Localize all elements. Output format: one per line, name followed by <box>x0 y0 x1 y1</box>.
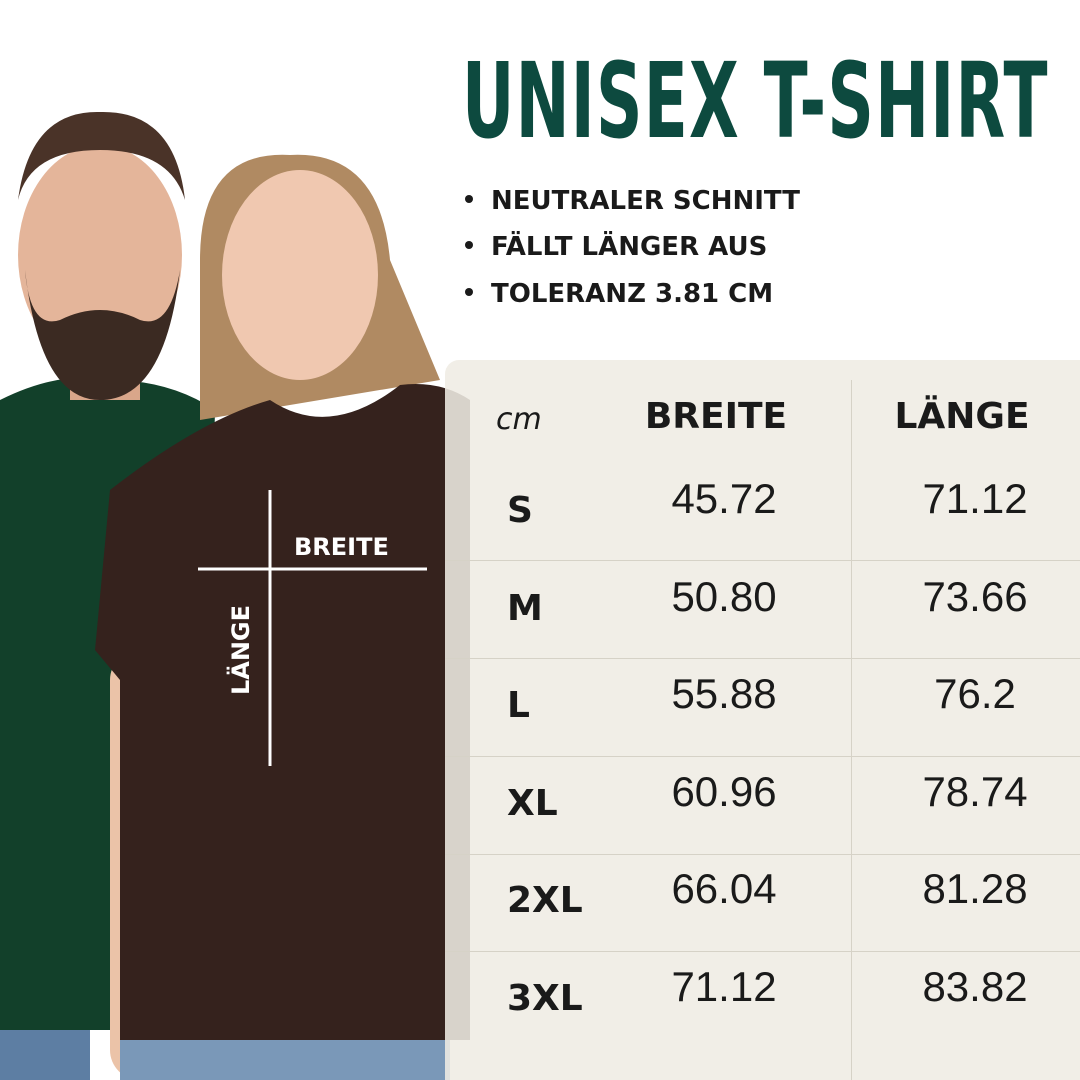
laenge-value: 73.66 <box>922 572 1028 620</box>
breite-value: 66.04 <box>671 865 777 912</box>
size-label: 3XL <box>507 977 583 1019</box>
woman-face <box>222 170 378 380</box>
row-divider <box>445 560 1080 561</box>
shirt-length-label: LÄNGE <box>227 604 256 696</box>
size-label: S <box>507 490 533 531</box>
size-label: XL <box>507 782 558 824</box>
bullet-dot-icon <box>465 240 473 249</box>
brown-shirt <box>95 384 470 1040</box>
beard <box>25 270 180 400</box>
row-divider <box>445 951 1080 952</box>
breite-value: 60.96 <box>671 767 777 815</box>
size-label: L <box>507 685 530 726</box>
bullet-dot-icon <box>465 194 473 203</box>
size-label: M <box>507 587 543 629</box>
column-divider <box>851 380 852 1080</box>
bullet-text: FÄLLT LÄNGER AUS <box>491 232 768 262</box>
breite-value: 71.12 <box>671 962 777 1010</box>
bullet-item: NEUTRALER SCHNITT <box>465 186 800 216</box>
size-label: 2XL <box>507 880 583 921</box>
row-divider <box>445 854 1080 855</box>
page-title: UNISEX T-SHIRT <box>462 40 1049 162</box>
header-breite: BREITE <box>644 396 788 437</box>
laenge-value: 76.2 <box>934 670 1016 717</box>
bullet-item: FÄLLT LÄNGER AUS <box>465 232 767 262</box>
man-hair <box>18 111 185 200</box>
breite-value: 50.80 <box>671 572 777 620</box>
laenge-value: 78.74 <box>922 767 1028 815</box>
bullet-text: TOLERANZ 3.81 CM <box>491 279 774 309</box>
bullet-dot-icon <box>465 287 473 296</box>
row-divider <box>445 658 1080 659</box>
bullet-item: TOLERANZ 3.81 CM <box>465 279 773 309</box>
laenge-value: 71.12 <box>922 475 1028 522</box>
size-table <box>445 360 1080 1080</box>
breite-value: 45.72 <box>671 475 777 522</box>
row-divider <box>445 756 1080 757</box>
laenge-value: 83.82 <box>922 962 1028 1010</box>
shirt-width-label: BREITE <box>294 533 389 561</box>
laenge-value: 81.28 <box>922 865 1028 912</box>
header-laenge: LÄNGE <box>894 396 1030 437</box>
breite-value: 55.88 <box>671 670 777 717</box>
unit-label: cm <box>496 402 542 437</box>
bullet-text: NEUTRALER SCHNITT <box>491 186 800 216</box>
man-face <box>18 145 182 365</box>
